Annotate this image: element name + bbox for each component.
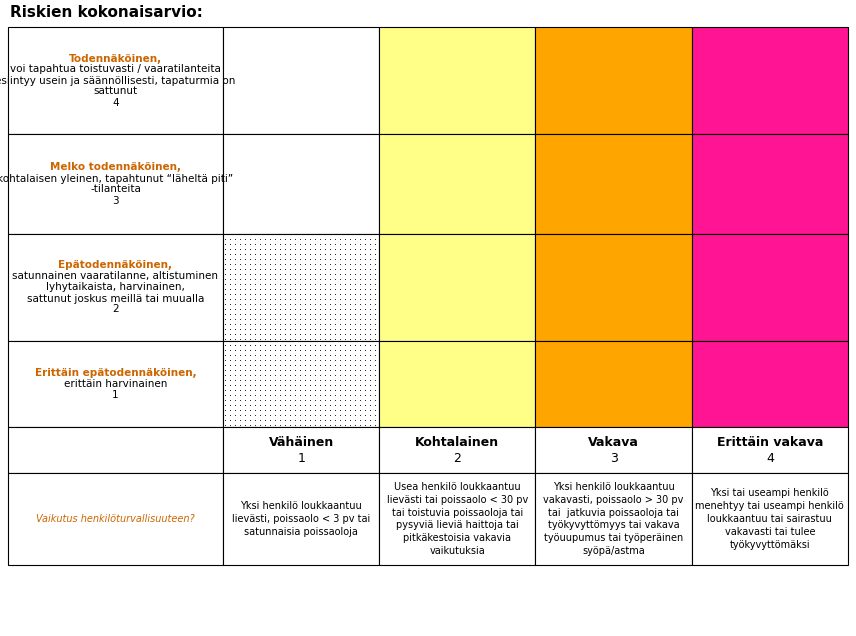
Bar <box>223 27 379 134</box>
Text: esiintyy usein ja säännöllisesti, tapaturmia on: esiintyy usein ja säännöllisesti, tapatu… <box>0 76 235 85</box>
Text: lyhytaikaista, harvinainen,: lyhytaikaista, harvinainen, <box>46 282 185 293</box>
Bar <box>379 27 536 134</box>
Bar <box>692 234 848 341</box>
Text: 2: 2 <box>112 305 119 314</box>
Text: 2: 2 <box>454 452 461 464</box>
Text: Usea henkilö loukkaantuu
lievästi tai poissaolo < 30 pv
tai toistuvia poissaoloj: Usea henkilö loukkaantuu lievästi tai po… <box>387 482 528 556</box>
Bar <box>223 341 379 427</box>
Bar <box>379 473 536 565</box>
Bar <box>536 427 692 473</box>
Bar <box>223 473 379 565</box>
Text: voi tapahtua toistuvasti / vaaratilanteita: voi tapahtua toistuvasti / vaaratilantei… <box>10 64 221 74</box>
Text: Yksi tai useampi henkilö
menehtyy tai useampi henkilö
loukkaantuu tai sairastuu
: Yksi tai useampi henkilö menehtyy tai us… <box>695 488 844 550</box>
Bar <box>8 473 223 565</box>
Text: Vakava: Vakava <box>588 436 639 450</box>
Text: sattunut joskus meillä tai muualla: sattunut joskus meillä tai muualla <box>27 293 205 303</box>
Text: erittäin harvinainen: erittäin harvinainen <box>64 379 167 389</box>
Text: Riskien kokonaisarvio:: Riskien kokonaisarvio: <box>10 5 203 20</box>
Bar <box>223 234 379 341</box>
Bar <box>223 427 379 473</box>
Text: 1: 1 <box>112 390 119 400</box>
Bar <box>692 27 848 134</box>
Text: Kohtalainen: Kohtalainen <box>415 436 499 450</box>
Text: Todennäköinen,: Todennäköinen, <box>69 53 162 64</box>
Bar <box>8 427 223 473</box>
Text: Epätodennäköinen,: Epätodennäköinen, <box>58 261 173 270</box>
Bar <box>8 234 223 341</box>
Text: Yksi henkilö loukkaantuu
vakavasti, poissaolo > 30 pv
tai  jatkuvia poissaoloja : Yksi henkilö loukkaantuu vakavasti, pois… <box>544 482 684 556</box>
Text: Vähäinen: Vähäinen <box>269 436 334 450</box>
Text: sattunut: sattunut <box>93 86 138 97</box>
Bar <box>692 427 848 473</box>
Text: 3: 3 <box>112 195 119 205</box>
Text: -tilanteita: -tilanteita <box>90 184 141 195</box>
Bar <box>536 341 692 427</box>
Bar <box>536 134 692 234</box>
Text: Erittäin vakava: Erittäin vakava <box>716 436 823 450</box>
Text: Melko todennäköinen,: Melko todennäköinen, <box>50 163 181 172</box>
Bar <box>536 234 692 341</box>
Text: 4: 4 <box>112 97 119 107</box>
Bar <box>8 134 223 234</box>
Text: 4: 4 <box>766 452 774 464</box>
Bar <box>8 27 223 134</box>
Bar <box>379 341 536 427</box>
Text: 3: 3 <box>609 452 617 464</box>
Bar <box>8 341 223 427</box>
Text: kohtalaisen yleinen, tapahtunut “läheltä piti”: kohtalaisen yleinen, tapahtunut “läheltä… <box>0 174 234 184</box>
Text: 1: 1 <box>297 452 305 464</box>
Bar <box>223 134 379 234</box>
Bar <box>536 473 692 565</box>
Bar <box>379 234 536 341</box>
Text: Vaikutus henkilöturvallisuuteen?: Vaikutus henkilöturvallisuuteen? <box>36 514 195 524</box>
Bar <box>379 134 536 234</box>
Bar <box>692 341 848 427</box>
Bar <box>536 27 692 134</box>
Bar <box>692 134 848 234</box>
Bar <box>692 473 848 565</box>
Bar <box>379 427 536 473</box>
Text: Yksi henkilö loukkaantuu
lievästi, poissaolo < 3 pv tai
satunnaisia poissaoloja: Yksi henkilö loukkaantuu lievästi, poiss… <box>232 501 371 537</box>
Text: Erittäin epätodennäköinen,: Erittäin epätodennäköinen, <box>35 368 196 378</box>
Text: satunnainen vaaratilanne, altistuminen: satunnainen vaaratilanne, altistuminen <box>13 272 218 282</box>
